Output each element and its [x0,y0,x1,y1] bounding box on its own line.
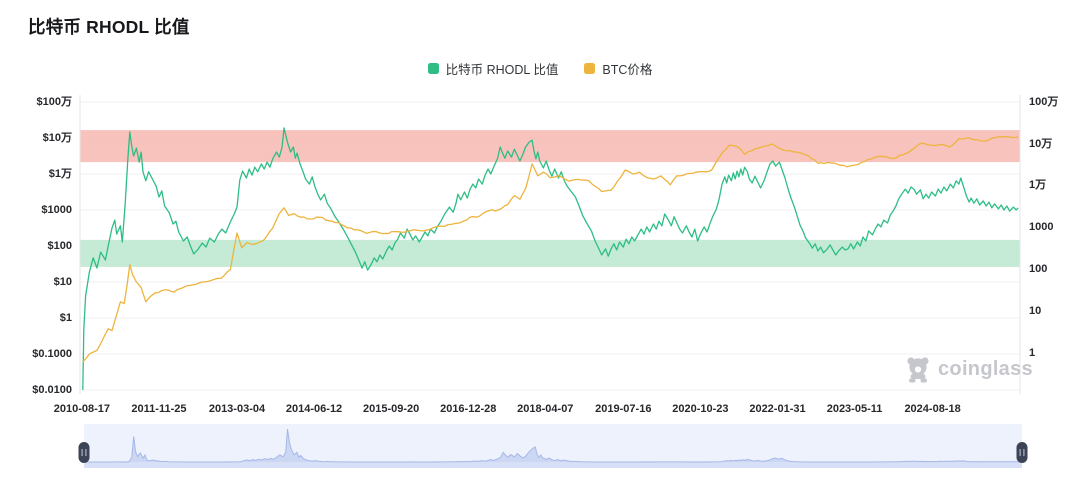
rhodl-legend-marker-icon [427,63,439,74]
btc-price-line[interactable] [82,135,1019,363]
chart-legend: 比特币 RHODL 比值 BTC价格 [0,59,1080,78]
btc-price-legend-label: BTC价格 [602,63,653,77]
navigator-left-handle[interactable] [78,442,90,463]
right-axis-tick-label: 10 [1029,305,1042,318]
page-title: 比特币 RHODL 比值 [28,17,190,37]
x-axis-date-label: 2018-04-07 [517,403,574,415]
x-axis-date-label: 2010-08-17 [53,403,111,415]
left-axis-tick-label: $10万 [42,132,72,144]
right-axis-tick-label: 100万 [1029,95,1059,108]
right-axis-tick-label: 1 [1029,347,1036,359]
right-axis-tick-label: 1000 [1029,221,1054,234]
top-zone-band [80,130,1020,163]
right-axis-tick-label: 100 [1029,263,1048,276]
x-axis-date-label: 2015-09-20 [362,403,420,415]
legend-item-btc-price[interactable]: BTC价格 [584,59,652,78]
x-axis-date-label: 2013-03-04 [208,403,266,415]
navigator-right-handle-grip-icon [1019,449,1021,456]
left-axis-tick-label: $0.1000 [32,348,72,360]
left-axis-tick-label: $1 [59,312,72,324]
x-axis-date-label: 2022-01-31 [749,403,806,415]
watermark-brand-text: coinglass [938,357,1033,380]
rhodl-legend-label: 比特币 RHODL 比值 [445,63,559,77]
coinglass-bear-icon [907,357,929,383]
coinglass-watermark: coinglass [905,355,1033,383]
left-axis-tick-label: $1万 [48,168,72,180]
navigator-right-handle-grip-icon [1023,449,1025,456]
left-axis-tick-label: $100 [47,240,72,252]
x-axis-date-label: 2020-10-23 [672,403,729,415]
right-axis-tick-label: 1万 [1029,179,1047,192]
navigator-right-handle[interactable] [1016,442,1028,463]
x-axis-date-label: 2019-07-16 [595,403,652,415]
left-axis-tick-label: $1000 [41,204,72,216]
navigator-area-line [86,428,1021,463]
right-axis-tick-label: 10万 [1029,137,1053,150]
x-axis-date-label: 2016-12-28 [440,403,497,415]
x-axis-date-label: 2024-08-18 [904,403,961,415]
x-axis-date-label: 2014-06-12 [285,403,343,415]
navigator-baseline-strip [84,462,1022,468]
navigator-left-handle-grip-icon [85,449,87,456]
btc-price-legend-marker-icon [584,63,596,74]
rhodl-line[interactable] [82,127,1019,391]
left-axis-tick-label: $0.0100 [32,384,72,396]
navigator-left-handle-grip-icon [81,449,83,456]
left-axis-tick-label: $10 [53,276,72,288]
left-axis-tick-label: $100万 [36,96,72,108]
legend-item-rhodl[interactable]: 比特币 RHODL 比值 [427,59,559,78]
x-axis-date-label: 2023-05-11 [826,403,883,415]
x-axis-date-label: 2011-11-25 [131,403,187,415]
bottom-zone-band [80,239,1020,267]
